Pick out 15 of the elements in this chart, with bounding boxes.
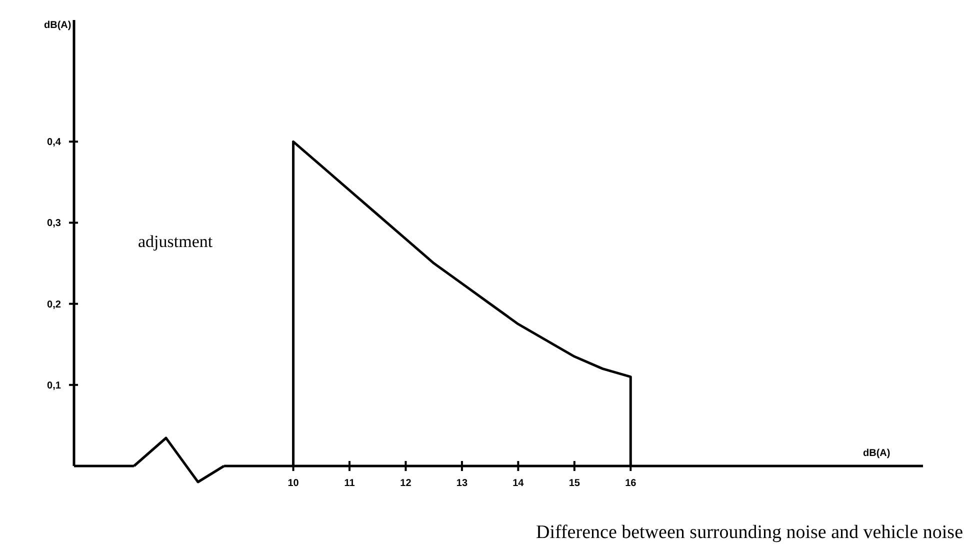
x-tick-label: 13 — [456, 478, 468, 489]
y-tick-label: 0,3 — [47, 218, 62, 230]
annotation: adjustment — [138, 232, 213, 252]
x-tick-label: 15 — [568, 478, 580, 489]
x-tick-label: 14 — [512, 478, 524, 489]
x-axis-title: dB(A) — [863, 448, 890, 459]
y-tick-label: 0,4 — [47, 137, 62, 148]
x-tick-label: 16 — [625, 478, 637, 489]
y-axis-title: dB(A) — [44, 20, 72, 31]
y-tick-label: 0,1 — [47, 380, 62, 392]
x-tick-label: 12 — [400, 478, 412, 489]
x-tick-label: 10 — [288, 478, 300, 489]
text: Difference between surrounding noise and vehicle noise — [536, 522, 963, 543]
y-tick-label: 0,2 — [47, 299, 62, 310]
x-tick-label: 11 — [344, 478, 356, 489]
